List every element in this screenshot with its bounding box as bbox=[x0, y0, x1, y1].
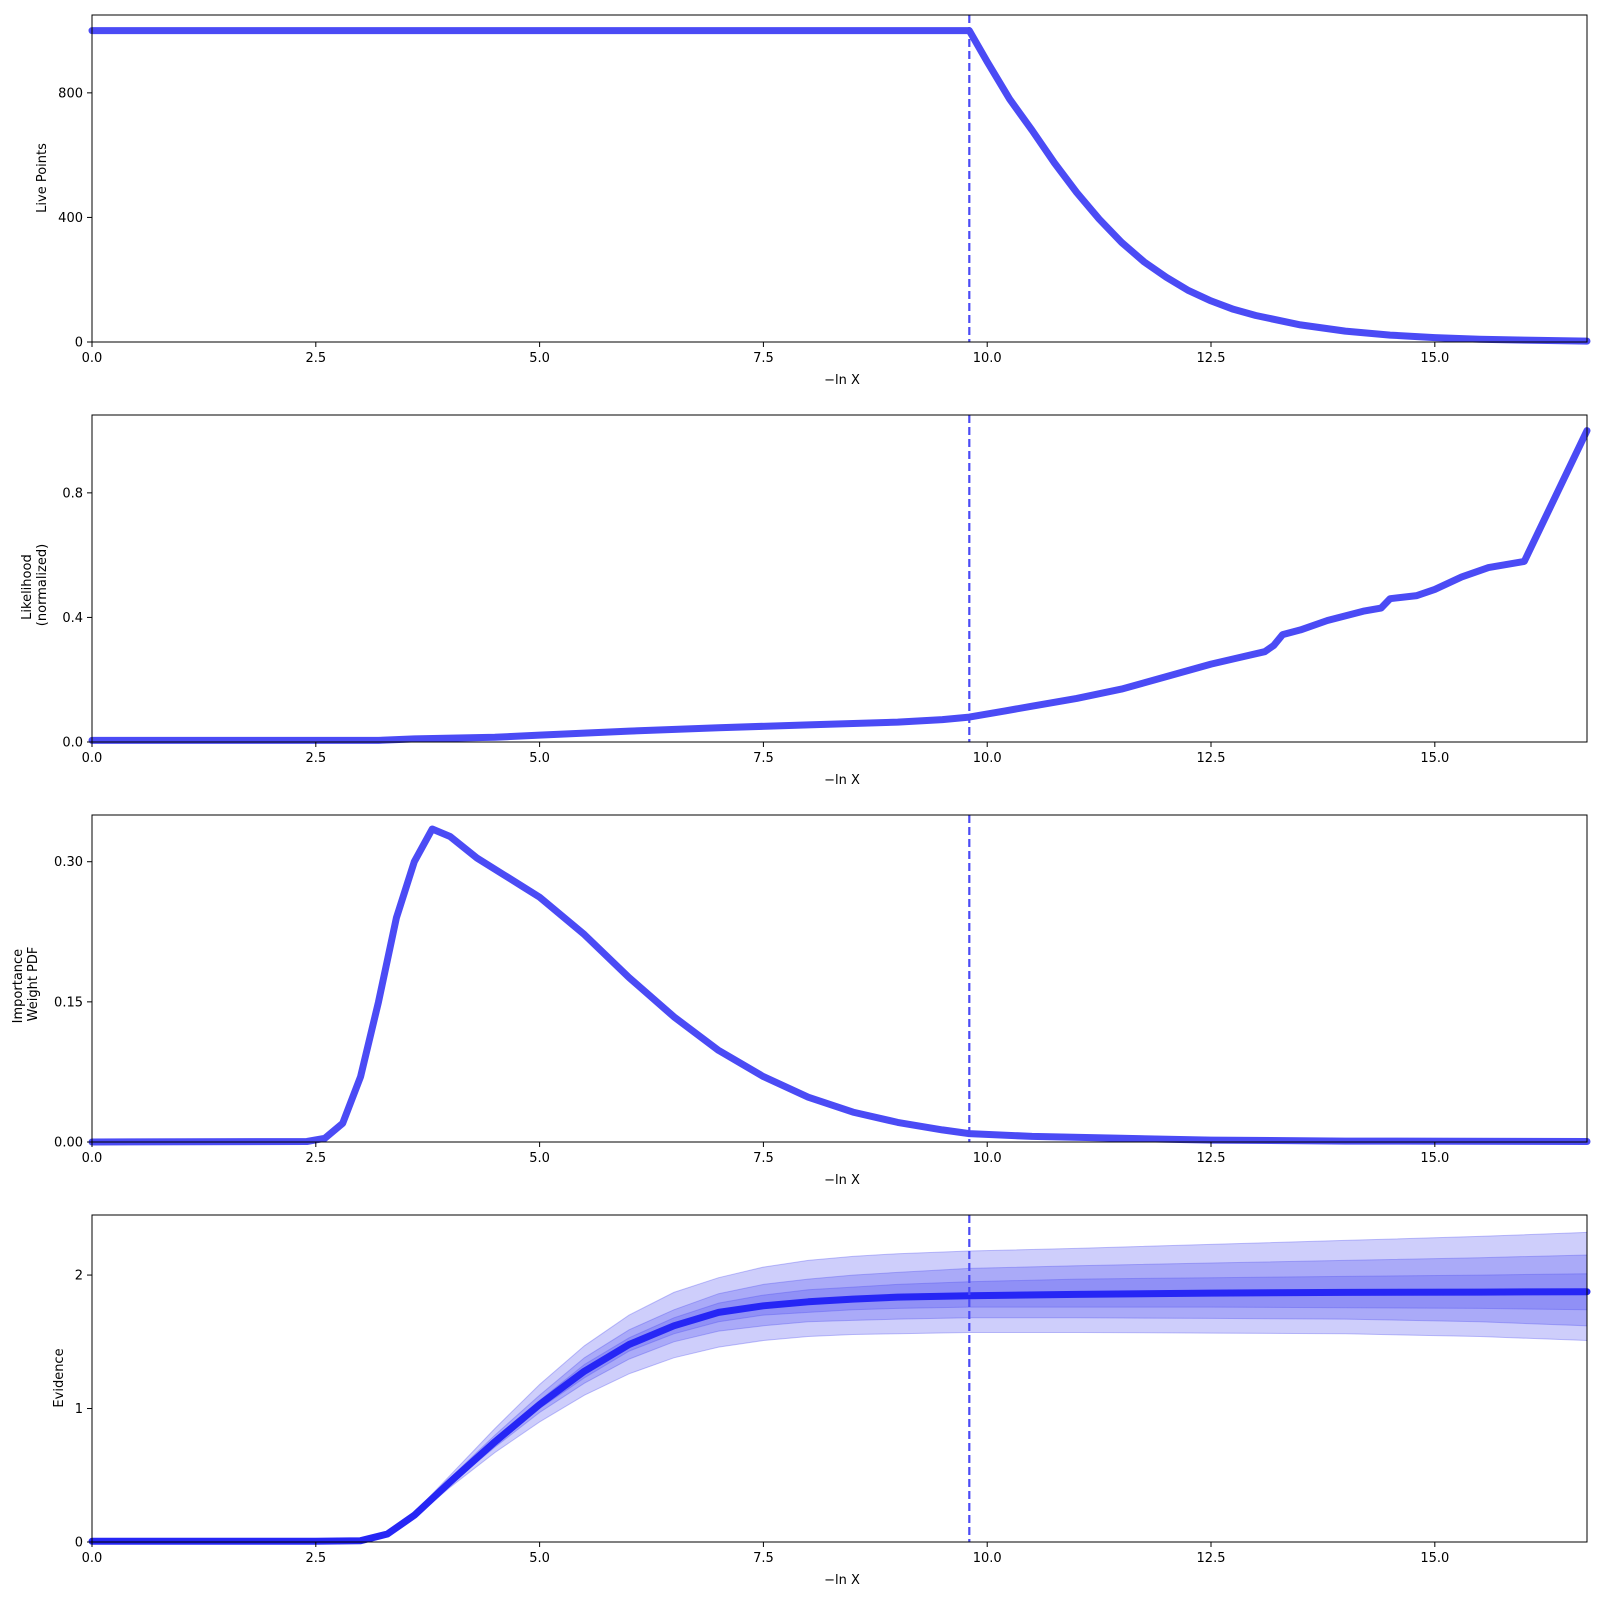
axes-frame bbox=[91, 414, 1588, 743]
y-axis-label-line: Importance bbox=[11, 949, 26, 1024]
data-series-line bbox=[88, 427, 1591, 744]
plot-area: 0.0 2.5 5.0 7.5 10.0 12.5 15.0 0.00 0.15 0.30 bbox=[54, 814, 1591, 1166]
data-series-line bbox=[88, 27, 1591, 345]
y-axis-label-line: Likelihood bbox=[20, 554, 35, 620]
y-axis-label-line: Evidence bbox=[52, 1348, 67, 1407]
evidence-panel: 0.0 2.5 5.0 7.5 10.0 12.5 15.0 0 1 2 −ln X Eviden… bbox=[52, 1214, 1591, 1588]
x-tick-label: 12.5 bbox=[1197, 751, 1226, 766]
y-tick-label: 0.8 bbox=[62, 486, 83, 501]
x-tick-label: 5.0 bbox=[529, 751, 550, 766]
plot-area: 0.0 2.5 5.0 7.5 10.0 12.5 15.0 0 400 800 bbox=[58, 14, 1591, 366]
x-tick-label: 15.0 bbox=[1420, 351, 1449, 366]
y-tick-label: 0.0 bbox=[62, 736, 83, 751]
x-tick-label: 0.0 bbox=[82, 1151, 103, 1166]
axes-frame bbox=[91, 814, 1588, 1143]
y-tick-label: 0 bbox=[75, 1536, 83, 1551]
y-axis-label-line: Live Points bbox=[35, 143, 50, 213]
likelihood-panel: 0.0 2.5 5.0 7.5 10.0 12.5 15.00.00.40.8 −ln X … bbox=[20, 414, 1591, 788]
x-tick-label: 7.5 bbox=[753, 351, 774, 366]
y-tick-label: 1 bbox=[75, 1402, 83, 1417]
y-axis-label: Likelihood (normalized) bbox=[20, 544, 50, 626]
y-axis-label-line: Weight PDF bbox=[26, 947, 41, 1022]
x-tick-label: 7.5 bbox=[753, 1151, 774, 1166]
x-tick-label: 12.5 bbox=[1197, 351, 1226, 366]
x-tick-label: 5.0 bbox=[529, 1151, 550, 1166]
x-tick-label: 10.0 bbox=[973, 1151, 1002, 1166]
importance-weight-panel: 0.0 2.5 5.0 7.5 10.0 12.5 15.0 0.00 0.15 0.30 −ln… bbox=[11, 814, 1591, 1188]
axes-frame bbox=[91, 14, 1588, 343]
x-tick-label: 2.5 bbox=[305, 751, 326, 766]
y-tick-label: 0.4 bbox=[62, 611, 83, 626]
y-axis-label: Live Points bbox=[35, 143, 50, 213]
plot-area: 0.0 2.5 5.0 7.5 10.0 12.5 15.0 0 1 2 bbox=[75, 1214, 1591, 1566]
x-tick-label: 7.5 bbox=[753, 751, 774, 766]
x-tick-label: 12.5 bbox=[1197, 1551, 1226, 1566]
x-axis-label: −ln X bbox=[824, 1573, 860, 1588]
x-tick-label: 5.0 bbox=[529, 351, 550, 366]
x-tick-label: 0.0 bbox=[82, 1551, 103, 1566]
x-tick-label: 7.5 bbox=[753, 1551, 774, 1566]
y-tick-label: 0.00 bbox=[54, 1136, 83, 1151]
y-tick-label: 2 bbox=[75, 1269, 83, 1284]
x-tick-label: 10.0 bbox=[973, 1551, 1002, 1566]
x-tick-label: 12.5 bbox=[1197, 1151, 1226, 1166]
data-series-line bbox=[88, 1288, 1591, 1545]
x-axis-label: −ln X bbox=[824, 1173, 860, 1188]
x-tick-label: 10.0 bbox=[973, 351, 1002, 366]
x-tick-label: 0.0 bbox=[82, 351, 103, 366]
x-tick-label: 15.0 bbox=[1420, 1151, 1449, 1166]
y-tick-label: 800 bbox=[58, 86, 83, 101]
x-tick-label: 2.5 bbox=[305, 1151, 326, 1166]
data-series-line bbox=[88, 825, 1591, 1146]
y-tick-label: 0.30 bbox=[54, 855, 83, 870]
x-tick-label: 10.0 bbox=[973, 751, 1002, 766]
x-tick-label: 2.5 bbox=[305, 1551, 326, 1566]
y-tick-label: 400 bbox=[58, 211, 83, 226]
x-axis-label: −ln X bbox=[824, 773, 860, 788]
y-tick-label: 0.15 bbox=[54, 995, 83, 1010]
live-points-panel: 0.0 2.5 5.0 7.5 10.0 12.5 15.0 0 400 800 −ln X Li… bbox=[35, 14, 1591, 388]
plot-area: 0.0 2.5 5.0 7.5 10.0 12.5 15.0 0.0 0.4 0.8 bbox=[62, 414, 1591, 766]
x-tick-label: 5.0 bbox=[529, 1551, 550, 1566]
y-axis-label-line: (normalized) bbox=[35, 544, 50, 626]
x-tick-label: 15.0 bbox=[1420, 1551, 1449, 1566]
x-tick-label: 0.0 bbox=[82, 751, 103, 766]
x-tick-label: 15.0 bbox=[1420, 751, 1449, 766]
x-tick-label: 2.5 bbox=[305, 351, 326, 366]
y-axis-label: Evidence bbox=[52, 1348, 67, 1407]
y-tick-label: 0 bbox=[75, 336, 83, 351]
axes-frame bbox=[91, 1214, 1588, 1543]
x-axis-label: −ln X bbox=[824, 373, 860, 388]
y-axis-label: Importance Weight PDF bbox=[11, 945, 41, 1024]
